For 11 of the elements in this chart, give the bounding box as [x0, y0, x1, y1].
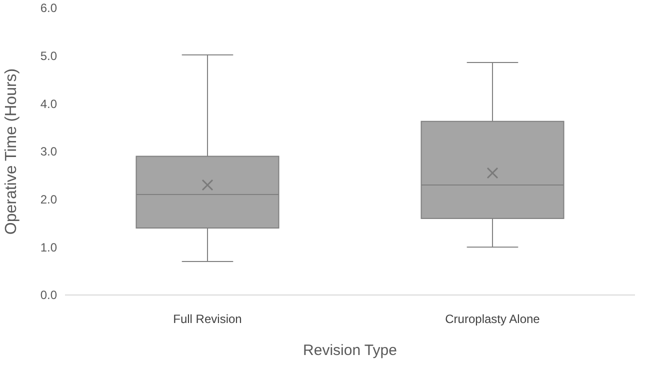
y-tick-label: 1.0 — [40, 240, 58, 254]
y-tick-label: 5.0 — [40, 49, 58, 64]
y-tick-label: 6.0 — [40, 1, 58, 16]
y-tick-label: 2.0 — [40, 192, 58, 207]
y-tick-label: 0.0 — [40, 288, 58, 302]
y-tick-label: 4.0 — [40, 96, 58, 111]
x-axis-title: Revision Type — [303, 342, 397, 359]
x-tick-label: Cruroplasty Alone — [445, 312, 540, 326]
x-tick-label: Full Revision — [173, 312, 242, 326]
y-axis-title: Operative Time (Hours) — [3, 68, 20, 235]
y-tick-label: 3.0 — [40, 144, 58, 159]
